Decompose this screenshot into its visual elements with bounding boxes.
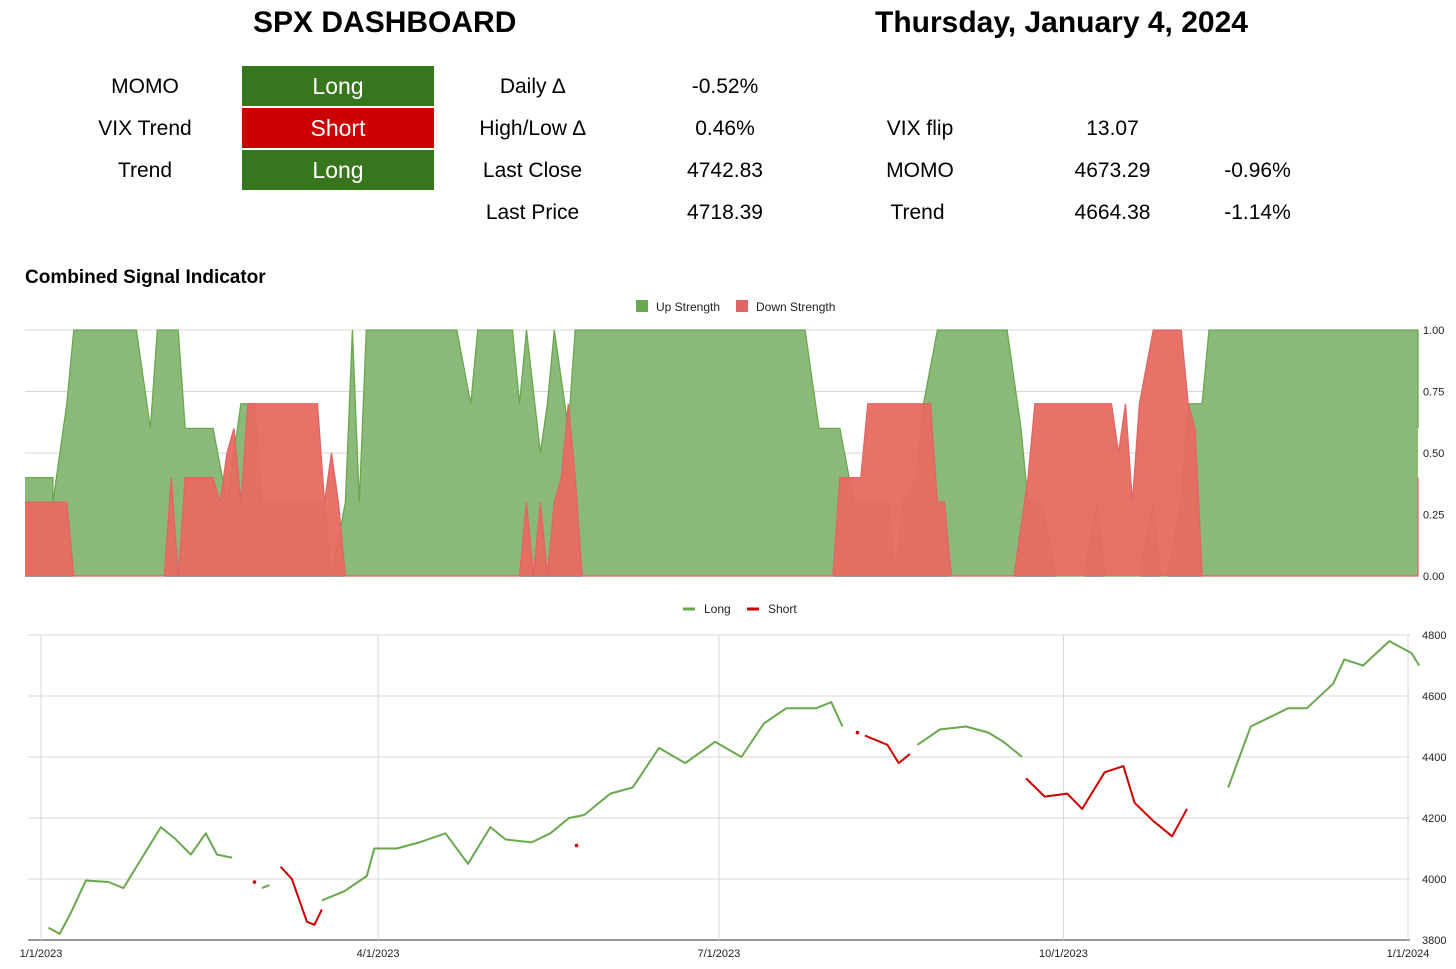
long-line-segment <box>1227 640 1421 788</box>
short-line-segment <box>1025 765 1188 838</box>
area-y-tick-label: 0.50 <box>1423 448 1444 460</box>
level-value-vix-flip: 13.07 <box>1086 117 1139 140</box>
line-x-tick-label: 1/1/2023 <box>20 948 63 960</box>
section-title: Combined Signal Indicator <box>25 267 266 288</box>
line-legend-label: Short <box>768 602 797 616</box>
area-line-down <box>25 329 1419 577</box>
level-label-vix-flip: VIX flip <box>886 117 954 140</box>
stat-value-last-price: 4718.39 <box>687 201 763 224</box>
signal-label-momo: MOMO <box>111 75 179 98</box>
line-x-tick-label: 1/1/2024 <box>1387 948 1430 960</box>
signal-badge-momo: Long <box>242 66 434 106</box>
short-line-segment <box>279 866 323 926</box>
stat-label-last-price: Last Price <box>485 201 580 224</box>
line-y-tick-label: 4600 <box>1422 691 1446 703</box>
short-line-segment <box>864 734 911 765</box>
stat-label-daily: Daily ∆ <box>499 75 566 98</box>
line-x-tick-label: 7/1/2023 <box>697 948 740 960</box>
short-point <box>855 730 860 735</box>
level-value-momo: 4673.29 <box>1074 159 1151 182</box>
stat-label-high-low: High/Low ∆ <box>479 117 586 140</box>
area-y-tick-label: 0.25 <box>1423 510 1444 522</box>
stat-value-high-low: 0.46% <box>695 117 755 140</box>
area-legend-label: Up Strength <box>656 300 720 314</box>
line-y-tick-label: 4200 <box>1422 813 1446 825</box>
long-line-segment <box>48 826 233 935</box>
signal-label-trend: Trend <box>117 159 173 182</box>
signal-badge-trend: Long <box>242 150 434 190</box>
line-y-tick-label: 3800 <box>1422 935 1446 947</box>
short-point <box>252 880 257 884</box>
line-y-tick-label: 4400 <box>1422 752 1446 764</box>
long-line-segment <box>261 884 270 890</box>
area-legend-swatch <box>636 300 648 312</box>
signal-badge-vix-trend: Short <box>242 108 434 148</box>
level-value-trend: 4664.38 <box>1074 201 1151 224</box>
long-line-segment <box>321 701 844 902</box>
level-label-momo: MOMO <box>886 159 954 182</box>
stat-value-daily: -0.52% <box>691 75 759 98</box>
area-series-up <box>25 330 1418 576</box>
area-y-tick-label: 0.00 <box>1423 571 1444 583</box>
long-line-segment <box>916 725 1023 758</box>
date-title: Thursday, January 4, 2024 <box>875 6 1248 39</box>
line-y-tick-label: 4800 <box>1422 630 1446 642</box>
short-point <box>574 843 579 848</box>
line-x-tick-label: 4/1/2023 <box>357 948 400 960</box>
level-pct-trend: -1.14% <box>1224 201 1291 224</box>
signal-label-vix-trend: VIX Trend <box>98 117 192 140</box>
area-series-down <box>25 330 1418 576</box>
stat-value-last-close: 4742.83 <box>687 159 763 182</box>
level-label-trend: Trend <box>890 201 945 224</box>
area-y-tick-label: 1.00 <box>1423 325 1444 337</box>
line-x-tick-label: 10/1/2023 <box>1039 948 1088 960</box>
line-y-tick-label: 4000 <box>1422 874 1446 886</box>
area-y-tick-label: 0.75 <box>1423 387 1444 399</box>
dashboard-title: SPX DASHBOARD <box>253 6 517 39</box>
area-legend-label: Down Strength <box>756 300 835 314</box>
stat-label-last-close: Last Close <box>482 159 583 182</box>
area-legend-swatch <box>736 300 748 312</box>
line-legend-label: Long <box>704 602 731 616</box>
level-pct-momo: -0.96% <box>1224 159 1291 182</box>
